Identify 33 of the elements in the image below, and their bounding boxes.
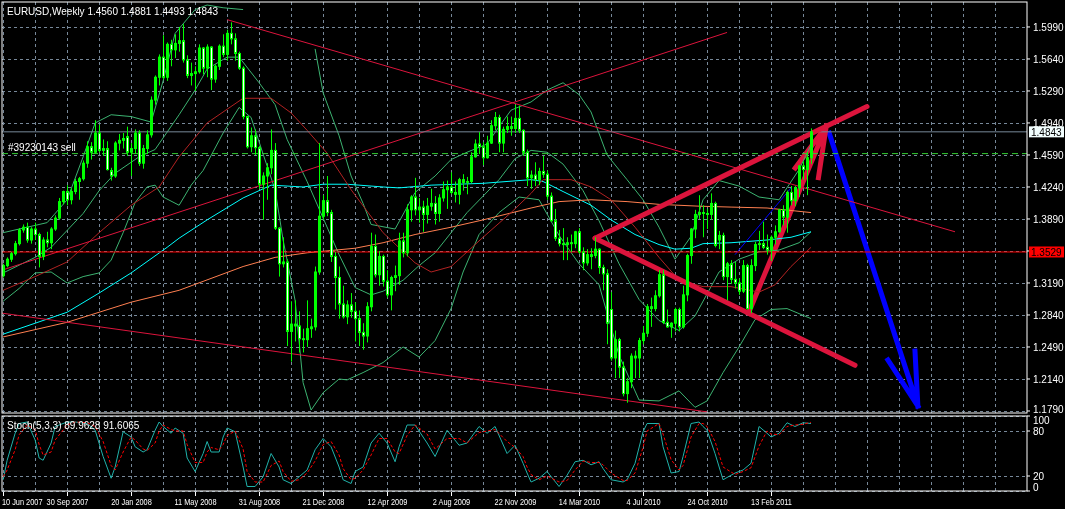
- x-tick-label: 30 Sep 2007: [46, 497, 89, 507]
- y-tick-label: 1.2140: [1033, 373, 1065, 385]
- x-tick-label: 4 Jul 2010: [626, 497, 661, 507]
- x-tick-label: 14 Mar 2010: [558, 497, 601, 507]
- x-tick-label: 21 Dec 2008: [302, 497, 345, 507]
- y-tick-label: 1.5290: [1033, 85, 1065, 97]
- chart-title: EURUSD,Weekly 1.4560 1.4881 1.4493 1.4843: [7, 5, 219, 17]
- x-tick-label: 31 Aug 2008: [238, 497, 281, 507]
- y-tick-label: 1.5640: [1033, 53, 1065, 65]
- y-tick-label: 1.5990: [1033, 21, 1065, 33]
- x-tick-label: 24 Oct 2010: [687, 497, 728, 507]
- y-tick-label: 1.4590: [1033, 149, 1065, 161]
- y-tick-label: 1.4240: [1033, 181, 1065, 193]
- y-tick-label: 1.4940: [1033, 117, 1065, 129]
- x-tick-label: 22 Nov 2009: [494, 497, 537, 507]
- x-tick-label: 20 Jan 2008: [111, 497, 153, 507]
- y-tick-label: 1.2490: [1033, 341, 1065, 353]
- x-tick-label: 13 Feb 2011: [751, 497, 793, 507]
- y-tick-label: 0: [1033, 481, 1039, 493]
- ref-line-label: #39230143 sell: [8, 141, 76, 153]
- y-tick-label: 1.3890: [1033, 213, 1065, 225]
- y-tick-label: 1.2840: [1033, 309, 1065, 321]
- x-tick-label: 2 Aug 2009: [432, 497, 471, 507]
- x-tick-label: 12 Apr 2009: [367, 497, 408, 507]
- y-tick-label: 1.1790: [1033, 403, 1065, 415]
- x-tick-label: 10 Jun 2007: [1, 497, 43, 507]
- ref-line-label: 1.4843: [1031, 126, 1063, 138]
- y-tick-label: 20: [1033, 470, 1045, 482]
- ref-line-label: 1.3529: [1031, 246, 1063, 258]
- x-tick-label: 11 May 2008: [174, 497, 217, 507]
- y-tick-label: 1.3190: [1033, 277, 1065, 289]
- y-tick-label: 80: [1033, 425, 1045, 437]
- y-tick-label: 100: [1033, 414, 1051, 426]
